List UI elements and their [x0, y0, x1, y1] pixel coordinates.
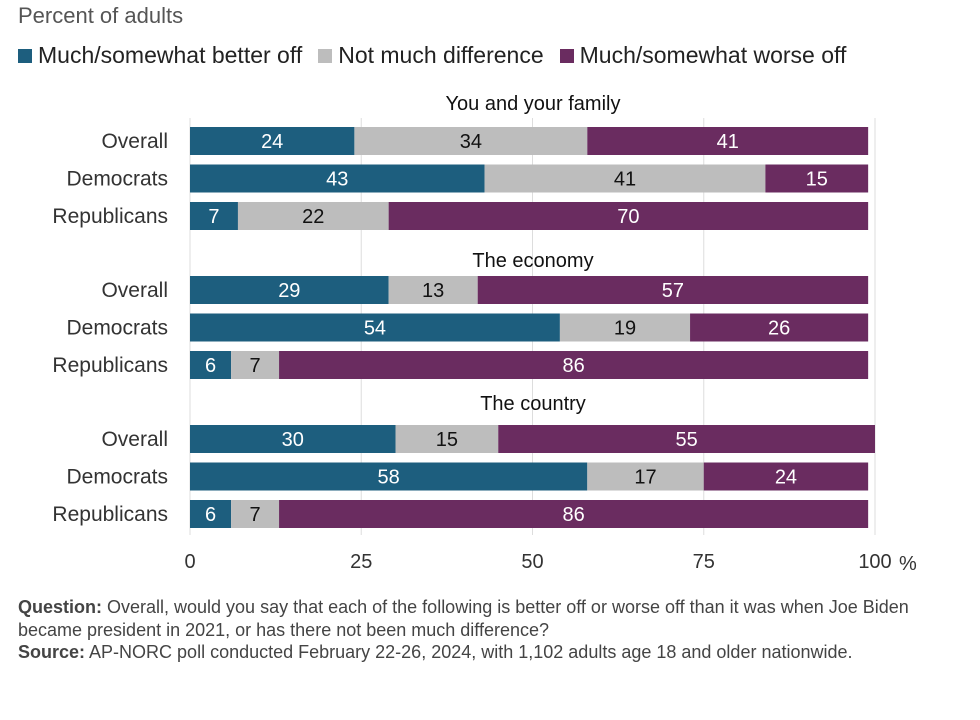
- legend-swatch-no-difference: [318, 48, 333, 63]
- bar-1-0-1: [388, 276, 478, 304]
- question-note: Question: Overall, would you say that ea…: [18, 596, 963, 641]
- bar-label-0-0-1: 34: [460, 131, 482, 153]
- bar-label-2-1-0: 58: [378, 467, 400, 489]
- chart-subtitle: Percent of adults: [18, 3, 184, 28]
- x-tick-label-25: 25: [350, 551, 372, 573]
- bar-2-0-1: [395, 425, 499, 453]
- legend-item-no-difference: Not much difference: [318, 42, 544, 69]
- bar-1-1-1: [559, 313, 691, 342]
- legend-label-no-difference: Not much difference: [338, 42, 544, 68]
- x-tick-label-0: 0: [184, 551, 195, 573]
- bar-label-0-2-0: 7: [208, 206, 219, 228]
- question-text: Overall, would you say that each of the …: [18, 597, 909, 640]
- bar-label-1-0-0: 29: [278, 280, 300, 302]
- bar-1-1-0: [190, 313, 560, 342]
- bar-label-1-1-2: 26: [768, 318, 790, 340]
- bar-label-2-1-1: 17: [634, 467, 656, 489]
- bar-label-0-2-2: 70: [617, 206, 639, 228]
- source-label: Source:: [18, 642, 86, 662]
- bar-1-0-2: [477, 276, 869, 304]
- row-label-1-2: Republicans: [52, 354, 168, 377]
- bar-0-1-2: [765, 164, 869, 193]
- bar-label-0-0-2: 41: [717, 131, 739, 153]
- bar-0-2-1: [237, 202, 389, 230]
- bar-2-2-1: [231, 500, 280, 528]
- bar-label-2-2-0: 6: [205, 504, 216, 526]
- bar-label-2-1-2: 24: [775, 467, 797, 489]
- legend: Much/somewhat better off Not much differ…: [18, 42, 846, 69]
- legend-item-better: Much/somewhat better off: [18, 42, 302, 69]
- bar-0-0-2: [587, 127, 869, 155]
- bar-2-1-2: [703, 462, 869, 491]
- bar-1-2-1: [231, 351, 280, 379]
- row-label-1-0: Overall: [101, 279, 168, 302]
- chart-footer: Question: Overall, would you say that ea…: [18, 596, 963, 664]
- bar-1-0-0: [190, 276, 389, 304]
- bar-label-1-2-0: 6: [205, 355, 216, 377]
- legend-label-better: Much/somewhat better off: [38, 42, 303, 68]
- bar-label-0-2-1: 22: [302, 206, 324, 228]
- bar-label-1-2-2: 86: [562, 355, 584, 377]
- bar-1-1-2: [690, 313, 869, 342]
- row-label-1-1: Democrats: [66, 317, 168, 340]
- row-label-0-1: Democrats: [66, 168, 168, 191]
- bar-2-1-1: [587, 462, 704, 491]
- bar-2-2-2: [279, 500, 869, 528]
- bar-label-2-2-2: 86: [562, 504, 584, 526]
- row-label-2-2: Republicans: [52, 503, 168, 526]
- legend-swatch-worse: [559, 48, 574, 63]
- bar-label-1-1-0: 54: [364, 318, 386, 340]
- bar-label-0-1-1: 41: [614, 169, 636, 191]
- bar-0-0-1: [354, 127, 588, 155]
- bar-label-2-2-1: 7: [250, 504, 261, 526]
- bar-label-2-0-1: 15: [436, 429, 458, 451]
- panel-title-0: You and your family: [446, 93, 621, 115]
- legend-swatch-better: [18, 48, 32, 63]
- x-tick-label-50: 50: [521, 551, 543, 573]
- bar-1-2-2: [279, 351, 869, 379]
- bar-0-1-0: [190, 164, 485, 193]
- bar-label-0-1-0: 43: [326, 169, 348, 191]
- bar-2-2-0: [190, 500, 232, 528]
- question-label: Question:: [18, 597, 102, 617]
- bar-2-1-0: [190, 462, 588, 491]
- x-tick-label-100: 100: [858, 551, 891, 573]
- bar-label-1-2-1: 7: [250, 355, 261, 377]
- bar-2-0-2: [498, 425, 875, 453]
- legend-label-worse: Much/somewhat worse off: [579, 42, 847, 68]
- bar-0-2-2: [388, 202, 869, 230]
- bar-label-2-0-2: 55: [676, 429, 698, 451]
- panel-title-1: The economy: [472, 250, 593, 272]
- bar-2-0-0: [190, 425, 396, 453]
- row-label-2-0: Overall: [101, 428, 168, 451]
- bar-label-0-0-0: 24: [261, 131, 283, 153]
- bar-label-0-1-2: 15: [806, 169, 828, 191]
- bar-label-1-1-1: 19: [614, 318, 636, 340]
- bar-label-1-0-1: 13: [422, 280, 444, 302]
- bar-label-1-0-2: 57: [662, 280, 684, 302]
- row-label-2-1: Democrats: [66, 466, 168, 489]
- bar-0-2-0: [190, 202, 238, 230]
- stacked-bar-chart: You and your family Overall 24 34 41 Democrat…: [52, 93, 917, 575]
- x-tick-label-75: 75: [693, 551, 715, 573]
- bar-0-0-0: [190, 127, 355, 155]
- bar-label-2-0-0: 30: [282, 429, 304, 451]
- legend-item-worse: Much/somewhat worse off: [559, 42, 847, 69]
- bar-0-1-1: [484, 164, 766, 193]
- source-note: Source: AP-NORC poll conducted February …: [18, 641, 963, 664]
- source-text: AP-NORC poll conducted February 22-26, 2…: [85, 642, 853, 662]
- panel-title-2: The country: [480, 393, 586, 415]
- bar-1-2-0: [190, 351, 232, 379]
- row-label-0-2: Republicans: [52, 205, 168, 228]
- x-axis-unit: %: [899, 553, 917, 575]
- row-label-0-0: Overall: [101, 130, 168, 153]
